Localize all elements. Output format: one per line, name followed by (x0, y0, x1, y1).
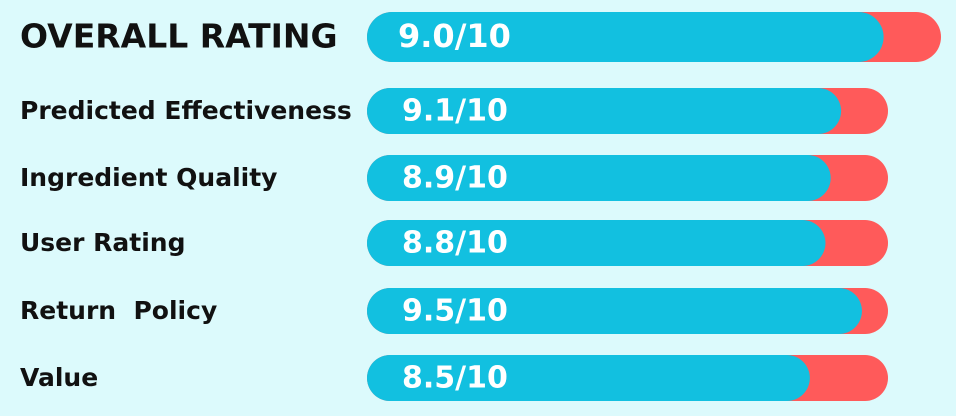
bar (367, 155, 831, 201)
value-label: 9.5/10 (402, 294, 508, 329)
value-label: 8.9/10 (402, 161, 508, 196)
bar (367, 355, 810, 401)
bar (367, 88, 842, 134)
bar (367, 288, 862, 334)
row-label: OVERALL RATING (20, 17, 338, 56)
row-label: Predicted Effectiveness (20, 96, 352, 125)
value-label: 9.0/10 (398, 17, 511, 55)
bar (367, 220, 826, 266)
row-label: User Rating (20, 228, 186, 257)
row-label: Return Policy (20, 296, 217, 325)
row-label: Ingredient Quality (20, 163, 277, 192)
value-label: 8.5/10 (402, 361, 508, 396)
value-label: 9.1/10 (402, 94, 508, 129)
row-label: Value (20, 363, 98, 392)
value-label: 8.8/10 (402, 226, 508, 261)
bar (367, 12, 884, 62)
